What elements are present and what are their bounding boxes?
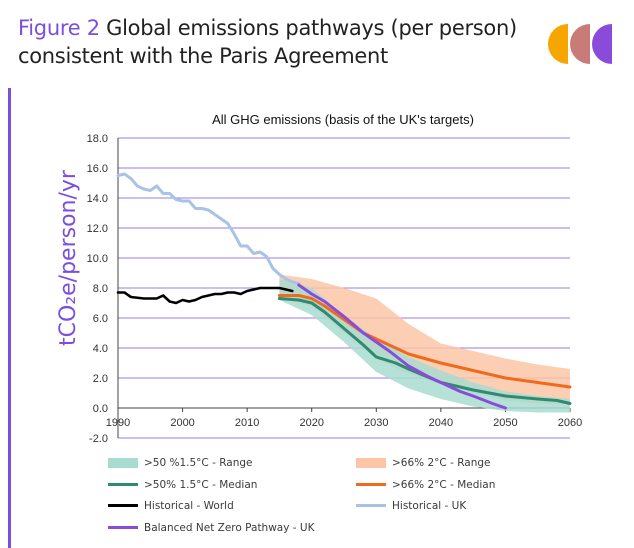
y-tick-label: 6.0 (93, 313, 108, 325)
x-tick-label: 2050 (493, 417, 517, 429)
range-bands (279, 274, 570, 413)
line-historical-uk (116, 172, 301, 285)
x-tick-label: 1990 (106, 417, 130, 429)
y-tick-label: 0.0 (93, 403, 108, 415)
figure-title-line1: Global emissions pathways (per person) (106, 16, 517, 40)
logo-c-right (592, 24, 612, 64)
y-tick-label: 16.0 (87, 163, 108, 175)
chart-title: All GHG emissions (basis of the UK's tar… (212, 112, 474, 127)
y-tick-label: 12.0 (87, 223, 108, 235)
y-tick-label: 8.0 (93, 283, 108, 295)
logo-c-middle (570, 24, 590, 64)
figure-frame-left (8, 88, 11, 548)
y-tick-label: 18.0 (87, 133, 108, 145)
x-tick-label: 2040 (429, 417, 453, 429)
x-tick-label: 2030 (364, 417, 388, 429)
y-tick-label: 4.0 (93, 343, 108, 355)
figure-title-line2: consistent with the Paris Agreement (18, 44, 388, 68)
gridlines (117, 137, 571, 439)
series-lines (116, 172, 572, 410)
x-tick-label: 2060 (558, 417, 582, 429)
y-tick-label: 2.0 (93, 373, 108, 385)
tick-labels: -2.0 0.0 2.0 4.0 6.0 8.0 10.0 12.0 14.0 16.0 18.0 1… (87, 133, 583, 445)
y-axis-label: tCO₂e/person/yr (56, 169, 81, 346)
line-net-zero-uk (297, 283, 507, 410)
x-tick-label: 2000 (170, 417, 194, 429)
x-tick-label: 2010 (235, 417, 259, 429)
line-historical-world (116, 286, 294, 305)
figure-title: Figure 2 Global emissions pathways (per … (18, 14, 528, 70)
line-2c-median (277, 294, 572, 389)
band-2c-range (279, 274, 570, 405)
y-tick-label: -2.0 (89, 433, 108, 445)
y-tick-label: 14.0 (87, 193, 108, 205)
logo-c-left (548, 24, 568, 64)
y-tick-label: 10.0 (87, 253, 108, 265)
line-15c-median (277, 297, 572, 405)
figure-number: Figure 2 (18, 16, 100, 40)
ccc-logo (548, 24, 612, 64)
x-tick-label: 2020 (299, 417, 323, 429)
